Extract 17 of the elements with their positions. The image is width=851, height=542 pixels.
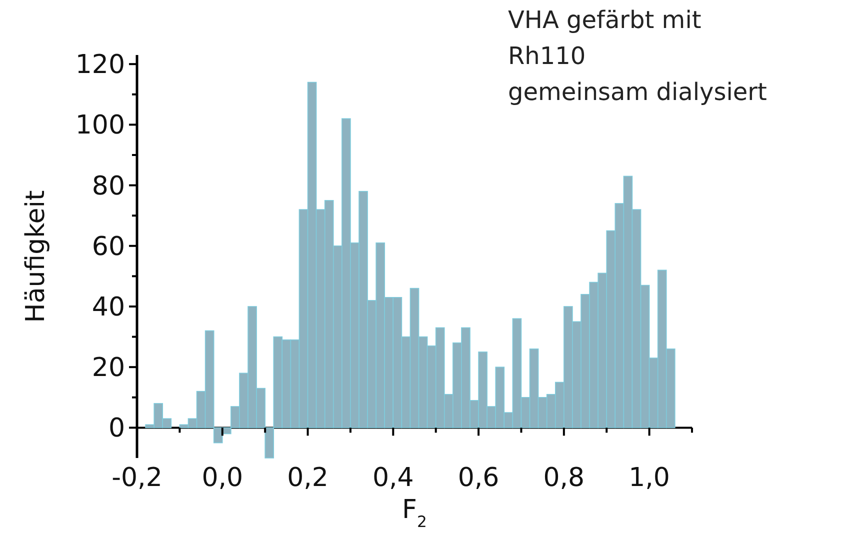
- x-tick-label: -0,2: [112, 463, 162, 493]
- x-tick-label: 0,2: [287, 463, 328, 493]
- y-tick-label: 100: [75, 110, 125, 141]
- x-tick-label: 0,6: [458, 463, 500, 493]
- y-axis-title: Häufigkeit: [21, 190, 51, 323]
- y-tick-label: 0: [108, 414, 125, 444]
- x-tick-label: 0,4: [372, 463, 414, 493]
- x-tick-label: 0,8: [543, 463, 585, 493]
- y-tick-label: 40: [92, 292, 125, 322]
- y-tick-label: 20: [92, 353, 125, 384]
- x-tick-label: 1,0: [628, 463, 670, 493]
- annotation: VHA gefärbt mit Rh110 gemeinsam dialysiert: [508, 6, 767, 106]
- x-axis-title: F$_{2}$: [402, 495, 427, 531]
- x-tick-label: 0,0: [202, 463, 244, 493]
- y-tick-label: 60: [92, 232, 125, 262]
- y-tick-label: 120: [75, 50, 125, 80]
- y-tick-label: 80: [92, 171, 125, 202]
